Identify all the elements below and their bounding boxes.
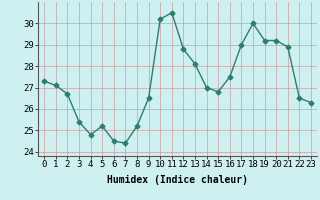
X-axis label: Humidex (Indice chaleur): Humidex (Indice chaleur) — [107, 175, 248, 185]
